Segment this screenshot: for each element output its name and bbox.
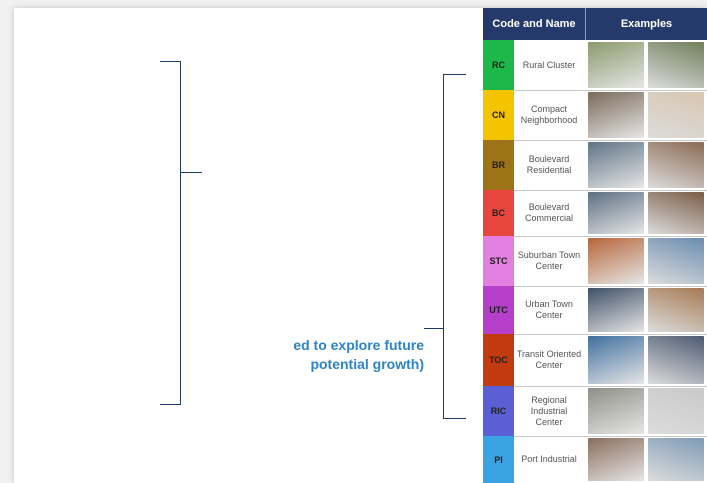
place-code-cell: BR: [483, 140, 514, 190]
table-row: RC Rural Cluster: [483, 40, 707, 91]
example-photo: [588, 92, 644, 138]
example-photo: [588, 42, 644, 88]
table-row: RIC Regional Industrial Center: [483, 386, 707, 437]
example-photo: [648, 388, 704, 434]
place-name-cell: Rural Cluster: [522, 59, 576, 70]
place-name-cell: Transit Oriented Center: [516, 349, 582, 370]
example-photo: [588, 438, 644, 481]
table-row: TOC Transit Oriented Center: [483, 334, 707, 387]
place-name-cell: Compact Neighborhood: [520, 104, 578, 125]
example-photo: [648, 238, 704, 284]
place-name-cell: Suburban Town Center: [517, 250, 581, 271]
table-row: STC Suburban Town Center: [483, 236, 707, 287]
place-name-cell: Regional Industrial Center: [530, 394, 568, 427]
right-bracket: [414, 8, 474, 428]
place-code-cell: RC: [483, 40, 514, 90]
example-photo: [588, 238, 644, 284]
example-photo: [648, 288, 704, 332]
place-code-cell: CN: [483, 90, 514, 140]
example-photo: [588, 388, 644, 434]
place-code-cell: UTC: [483, 286, 514, 334]
place-code-cell: PI: [483, 436, 514, 483]
header-examples: Examples: [586, 8, 707, 40]
caption-line-2: potential growth): [310, 356, 424, 372]
table-row: CN Compact Neighborhood: [483, 90, 707, 141]
place-name-cell: Urban Town Center: [525, 299, 573, 320]
table-header: Code and Name Examples: [483, 8, 707, 40]
example-photo: [648, 42, 704, 88]
place-code-cell: TOC: [483, 334, 514, 386]
left-bracket: [14, 8, 214, 418]
place-name-cell: Boulevard Commercial: [524, 202, 573, 223]
place-code-cell: STC: [483, 236, 514, 286]
table-row: PI Port Industrial: [483, 436, 707, 483]
caption-text: ed to explore future potential growth): [244, 336, 424, 374]
example-photo: [648, 192, 704, 234]
place-name-cell: Boulevard Residential: [526, 154, 572, 175]
example-photo: [588, 192, 644, 234]
slide-canvas: ed to explore future potential growth) C…: [14, 8, 707, 483]
place-name-cell: Port Industrial: [521, 454, 577, 464]
example-photo: [648, 142, 704, 188]
example-photo: [588, 142, 644, 188]
example-photo: [588, 336, 644, 384]
place-types-table: Code and Name Examples RC Rural Cluster CN…: [483, 8, 707, 483]
place-code-cell: RIC: [483, 386, 514, 436]
table-row: BR Boulevard Residential: [483, 140, 707, 191]
place-code-cell: BC: [483, 190, 514, 236]
example-photo: [648, 438, 704, 481]
example-photo: [588, 288, 644, 332]
table-row: UTC Urban Town Center: [483, 286, 707, 335]
example-photo: [648, 336, 704, 384]
caption-line-1: ed to explore future: [293, 337, 424, 353]
header-code-and-name: Code and Name: [483, 8, 586, 40]
table-row: BC Boulevard Commercial: [483, 190, 707, 237]
example-photo: [648, 92, 704, 138]
